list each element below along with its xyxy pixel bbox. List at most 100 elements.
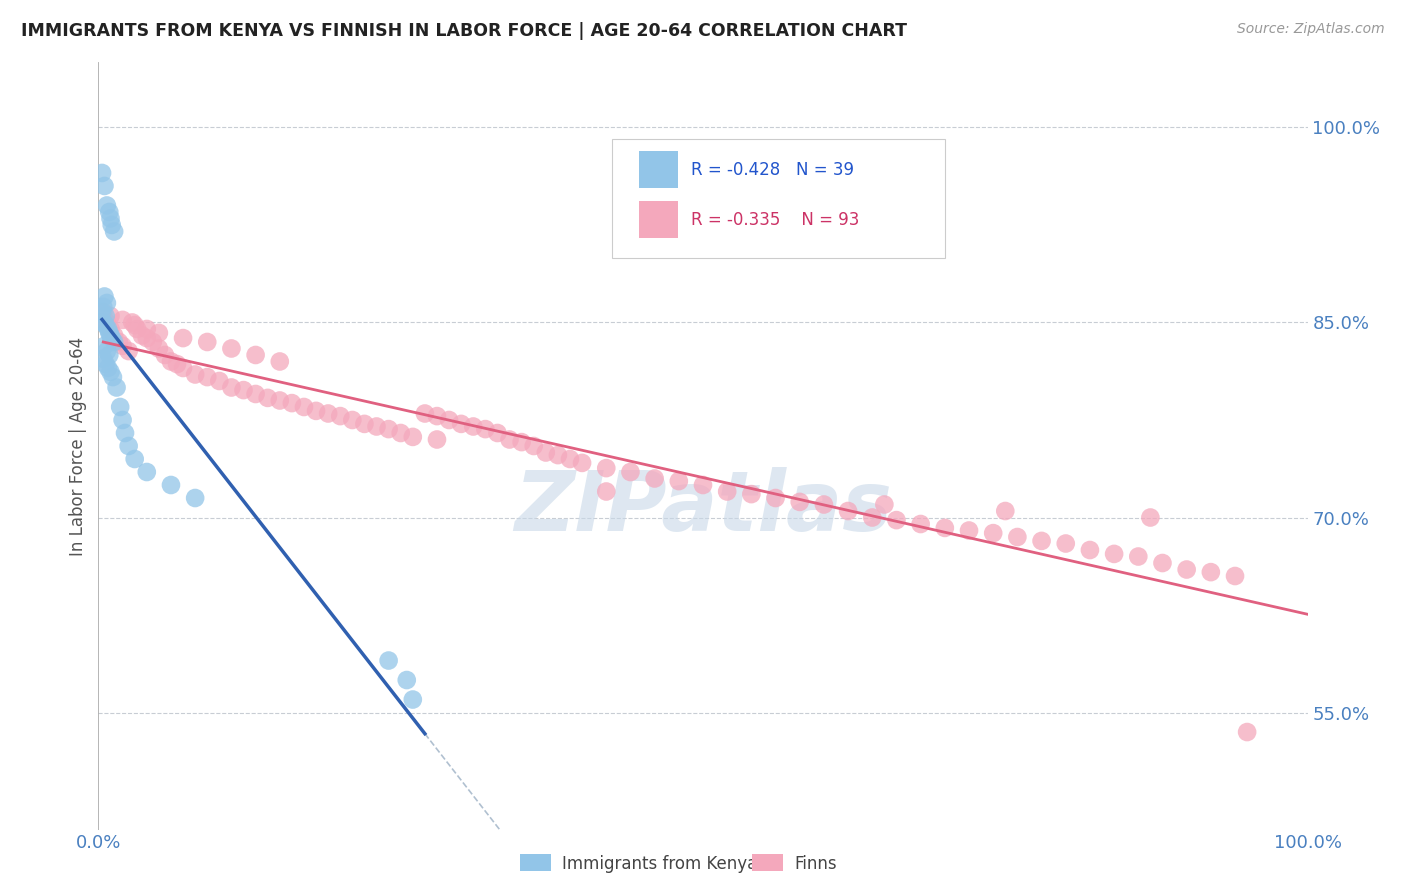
Point: [957, 524, 980, 538]
Point: [111, 313, 134, 327]
Y-axis label: In Labor Force | Age 20-64: In Labor Force | Age 20-64: [69, 336, 87, 556]
Point: [281, 396, 304, 410]
Point: [184, 368, 207, 382]
Point: [93, 289, 115, 303]
Point: [450, 417, 472, 431]
Point: [114, 425, 136, 440]
Point: [789, 495, 811, 509]
Point: [377, 422, 399, 436]
Point: [934, 521, 956, 535]
Point: [97, 361, 120, 376]
Point: [124, 318, 146, 332]
Text: R = -0.428   N = 39: R = -0.428 N = 39: [690, 161, 853, 178]
Point: [93, 339, 115, 353]
Point: [1236, 725, 1258, 739]
Point: [91, 300, 114, 314]
Point: [96, 344, 118, 359]
FancyBboxPatch shape: [613, 139, 945, 258]
Point: [269, 354, 291, 368]
Point: [101, 370, 124, 384]
Point: [108, 334, 131, 349]
Point: [98, 205, 121, 219]
Point: [523, 439, 546, 453]
Point: [166, 357, 188, 371]
Point: [547, 448, 569, 462]
Point: [100, 331, 122, 345]
Point: [118, 344, 141, 359]
Point: [195, 370, 218, 384]
Point: [1031, 533, 1053, 548]
Point: [100, 365, 122, 379]
Text: Finns: Finns: [794, 855, 837, 873]
Point: [366, 419, 388, 434]
Point: [692, 478, 714, 492]
Point: [1175, 562, 1198, 576]
Point: [402, 692, 425, 706]
Point: [111, 413, 134, 427]
Point: [103, 334, 125, 349]
Point: [105, 380, 128, 394]
Point: [994, 504, 1017, 518]
Point: [131, 328, 153, 343]
Point: [269, 393, 291, 408]
Point: [837, 504, 859, 518]
Point: [208, 374, 231, 388]
Point: [1102, 547, 1125, 561]
Point: [96, 316, 118, 330]
Point: [111, 339, 134, 353]
Point: [389, 425, 412, 440]
Point: [148, 326, 170, 340]
Point: [93, 178, 115, 193]
Point: [437, 413, 460, 427]
Point: [305, 404, 328, 418]
Point: [1054, 536, 1077, 550]
Point: [413, 407, 436, 421]
Point: [221, 342, 243, 356]
Point: [127, 322, 149, 336]
Point: [1128, 549, 1150, 564]
Point: [160, 478, 183, 492]
Point: [740, 487, 762, 501]
Point: [100, 211, 122, 226]
Point: [124, 452, 146, 467]
Point: [91, 316, 114, 330]
Text: Immigrants from Kenya: Immigrants from Kenya: [562, 855, 758, 873]
Point: [96, 296, 118, 310]
Point: [377, 654, 399, 668]
Point: [1223, 569, 1246, 583]
Point: [184, 491, 207, 505]
Point: [402, 430, 425, 444]
Point: [1199, 565, 1222, 579]
Point: [395, 673, 418, 687]
Point: [100, 328, 122, 343]
Point: [595, 484, 617, 499]
Point: [558, 452, 581, 467]
Text: R = -0.335    N = 93: R = -0.335 N = 93: [690, 211, 859, 228]
Point: [1152, 556, 1174, 570]
Point: [644, 471, 666, 485]
Point: [98, 326, 121, 340]
Point: [1139, 510, 1161, 524]
Point: [426, 409, 449, 423]
Point: [619, 465, 641, 479]
Point: [571, 456, 593, 470]
Point: [426, 433, 449, 447]
Point: [256, 391, 278, 405]
Point: [142, 334, 165, 349]
FancyBboxPatch shape: [638, 152, 678, 188]
Point: [716, 484, 738, 499]
Point: [292, 400, 315, 414]
Point: [100, 309, 122, 323]
Point: [91, 166, 114, 180]
Point: [91, 305, 114, 319]
Point: [245, 387, 267, 401]
Point: [103, 224, 125, 238]
Point: [1078, 543, 1101, 558]
Text: IMMIGRANTS FROM KENYA VS FINNISH IN LABOR FORCE | AGE 20-64 CORRELATION CHART: IMMIGRANTS FROM KENYA VS FINNISH IN LABO…: [21, 22, 907, 40]
Point: [910, 516, 932, 531]
Point: [100, 322, 122, 336]
Point: [94, 309, 117, 323]
Point: [91, 305, 114, 319]
Point: [232, 383, 254, 397]
Point: [595, 461, 617, 475]
